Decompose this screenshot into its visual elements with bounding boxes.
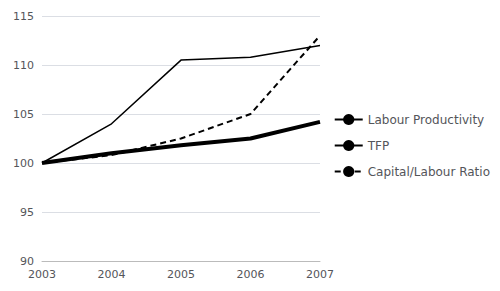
svg-text:2003: 2003 <box>28 268 56 281</box>
svg-text:2006: 2006 <box>237 268 265 281</box>
svg-text:2004: 2004 <box>98 268 126 281</box>
svg-text:Capital/Labour Ratio: Capital/Labour Ratio <box>368 165 490 179</box>
svg-text:90: 90 <box>20 255 34 268</box>
svg-text:100: 100 <box>13 157 34 170</box>
svg-text:2005: 2005 <box>167 268 195 281</box>
svg-text:105: 105 <box>13 108 34 121</box>
svg-text:TFP: TFP <box>367 139 389 153</box>
svg-text:Labour Productivity: Labour Productivity <box>368 113 485 127</box>
svg-text:2007: 2007 <box>306 268 334 281</box>
svg-text:110: 110 <box>13 59 34 72</box>
svg-text:95: 95 <box>20 206 34 219</box>
svg-text:115: 115 <box>13 10 34 23</box>
